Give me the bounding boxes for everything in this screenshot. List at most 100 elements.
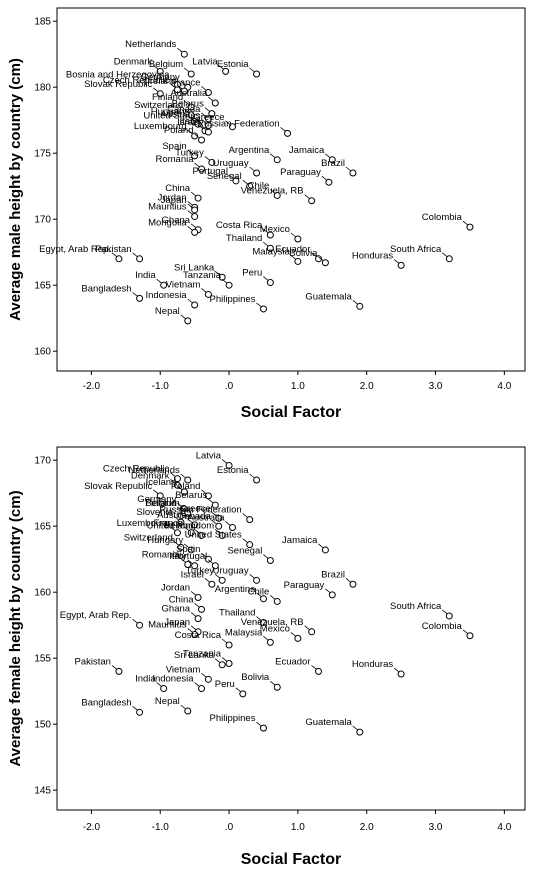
x-tick-label: 4.0 xyxy=(497,381,511,392)
data-point xyxy=(184,560,192,568)
data-point xyxy=(397,261,405,269)
point-label: Bangladesh xyxy=(81,697,131,708)
data-point xyxy=(273,191,281,199)
label-leader xyxy=(208,96,214,102)
data-point xyxy=(259,305,267,313)
data-point xyxy=(184,707,192,715)
female-height-chart: -2.0 -1.0 .0 1.0 2.0 3.0 4.0 145 150 155 160 165 170… xyxy=(7,446,526,868)
label-leader xyxy=(177,84,183,90)
label-leader xyxy=(249,574,255,579)
label-leader xyxy=(221,278,228,284)
point-label: Switzerland xyxy=(124,532,173,543)
point-label: Hungary xyxy=(151,107,187,118)
x-tick-label: 4.0 xyxy=(497,822,511,833)
label-leader xyxy=(111,665,118,670)
data-point xyxy=(211,562,219,570)
label-leader xyxy=(190,117,197,123)
data-point xyxy=(239,690,247,698)
label-leader xyxy=(214,270,221,276)
point-label: Colombia xyxy=(422,621,463,632)
point-label: Jamaica xyxy=(289,145,325,156)
label-leader xyxy=(201,288,207,293)
label-leader xyxy=(173,541,180,546)
point-label: Mauritius xyxy=(148,202,187,213)
point-label: Sri Lanka xyxy=(174,262,215,273)
point-label: Czech Republic xyxy=(103,75,170,86)
label-leader xyxy=(214,529,221,534)
label-leader xyxy=(393,259,400,264)
label-leader xyxy=(183,100,190,106)
data-point xyxy=(225,281,233,289)
label-leader xyxy=(352,300,359,305)
point-label: Ecuador xyxy=(275,244,310,255)
label-leader xyxy=(249,166,255,172)
data-point xyxy=(180,50,188,58)
point-label: Iceland xyxy=(146,477,177,488)
data-point xyxy=(246,516,254,524)
data-point xyxy=(187,529,195,537)
y-tick-label: 160 xyxy=(34,588,51,599)
data-point xyxy=(211,99,219,107)
y-tick-label: 165 xyxy=(34,281,51,292)
label-leader xyxy=(218,65,224,70)
label-leader xyxy=(242,538,248,543)
data-point xyxy=(191,152,199,160)
label-leader xyxy=(177,485,183,491)
label-leader xyxy=(263,554,269,559)
data-point xyxy=(191,213,199,221)
point-label: Netherlands xyxy=(129,465,180,476)
label-leader xyxy=(132,618,138,624)
data-point xyxy=(208,158,216,166)
data-point xyxy=(466,223,474,231)
point-label: India xyxy=(135,270,156,281)
data-point xyxy=(115,667,123,675)
label-leader xyxy=(132,706,138,711)
point-label: Luxembourg xyxy=(134,121,187,132)
point-label: Mongolia xyxy=(148,217,187,228)
label-leader xyxy=(214,658,221,664)
data-point xyxy=(191,521,199,529)
label-leader xyxy=(187,298,193,304)
plot-frame xyxy=(56,446,526,811)
data-point xyxy=(215,522,223,530)
point-label: Hungary xyxy=(147,535,183,546)
label-leader xyxy=(235,687,242,693)
label-leader xyxy=(269,680,276,686)
data-point xyxy=(266,231,274,239)
point-label: Guatemala xyxy=(305,717,352,728)
point-label: Israel xyxy=(177,117,200,128)
label-leader xyxy=(462,629,469,635)
point-label: United States xyxy=(185,530,242,541)
label-leader xyxy=(152,65,159,70)
point-label: Russian Federation xyxy=(197,118,279,129)
point-label: Egypt, Arab Rep. xyxy=(39,244,111,255)
label-leader xyxy=(201,112,207,118)
data-point xyxy=(173,86,181,94)
data-point xyxy=(229,524,236,532)
data-point xyxy=(218,576,226,584)
label-leader xyxy=(352,725,359,731)
label-leader xyxy=(211,519,217,525)
label-leader xyxy=(462,220,469,226)
data-point xyxy=(225,641,233,649)
data-point xyxy=(191,206,199,214)
label-leader xyxy=(187,149,193,155)
data-point xyxy=(321,546,329,554)
data-point xyxy=(259,619,267,627)
label-leader xyxy=(180,704,187,710)
x-tick-label: 1.0 xyxy=(291,381,305,392)
data-point xyxy=(294,235,302,243)
point-label: Sri Lanka xyxy=(174,650,215,661)
data-point xyxy=(191,301,199,309)
data-point xyxy=(273,683,281,691)
label-leader xyxy=(194,133,200,139)
point-label: Mexico xyxy=(260,224,290,235)
label-leader xyxy=(187,559,193,565)
label-leader xyxy=(211,511,217,517)
point-label: Romania xyxy=(142,549,181,560)
data-point xyxy=(259,595,267,603)
label-leader xyxy=(156,682,162,687)
label-leader xyxy=(269,153,276,159)
x-axis-title: Social Factor xyxy=(241,404,341,421)
data-point xyxy=(253,169,261,177)
